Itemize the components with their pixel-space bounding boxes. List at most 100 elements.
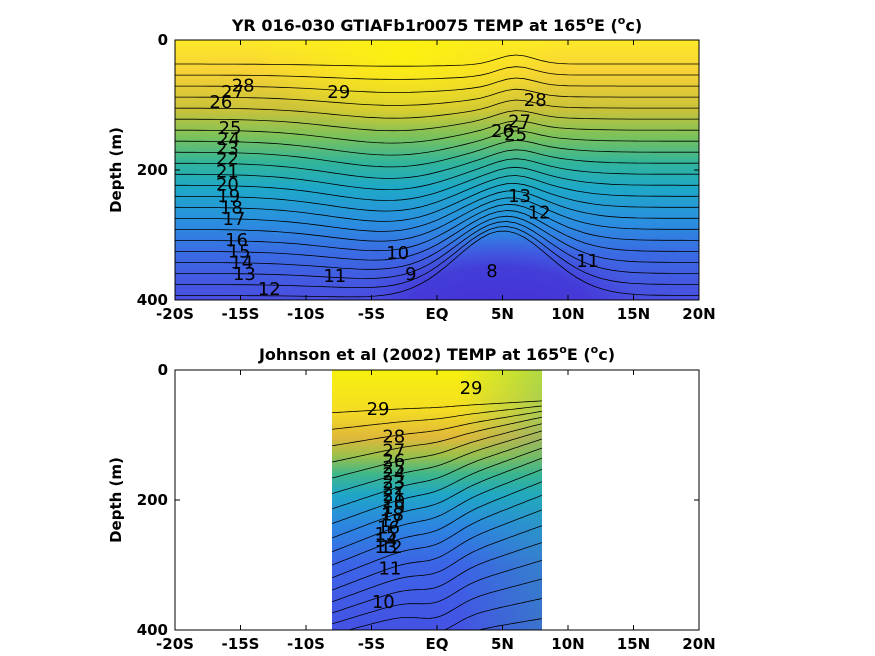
x-tick-label: 10N [551,635,584,653]
contour-line [332,410,542,447]
contour-label: 12 [380,537,403,558]
y-tick-label: 0 [158,31,168,49]
contour-line [175,166,699,201]
contour-line [332,481,542,566]
contour-label: 12 [258,279,281,300]
contour-label: 24 [217,129,240,150]
contour-line [332,457,542,539]
contour-label: 22 [382,478,405,499]
contour-label: 28 [232,76,255,97]
x-tick-label: 5N [491,635,514,653]
y-tick-label: 200 [137,161,168,179]
contour-line [332,405,542,430]
contour-label: 12 [528,202,551,223]
contour-label: 27 [221,82,244,103]
y-tick-label: 400 [137,291,168,309]
contour-label: 10 [386,243,409,264]
contour-line [332,509,542,591]
chart-title-bottom: Johnson et al (2002) TEMP at 165oE (oc) [258,343,615,364]
x-axis-bottom: -20S -15S -10S -5S EQ 5N 10N 15N 20N [156,370,716,653]
y-tick-label: 400 [137,621,168,639]
y-axis-bottom: 0 200 400 [137,361,699,639]
contour-line [332,416,542,463]
tilt-shade-bottom [332,370,542,630]
contour-line [175,197,699,242]
contour-label: 23 [382,472,405,493]
y-tick-label: 0 [158,361,168,379]
contour-line [332,400,542,414]
contour-label: 20 [382,491,405,512]
x-tick-label: 10N [551,305,584,323]
contour-lines-bottom [332,400,542,630]
contour-line [175,66,699,80]
contour-line [175,120,699,144]
x-tick-label: -10S [287,305,325,323]
y-axis-top: 0 200 400 [137,31,699,309]
contour-label: 14 [374,530,397,551]
contour-label: 11 [378,558,401,579]
contour-line [332,542,542,614]
x-tick-label: -20S [156,635,194,653]
contour-line [332,447,542,524]
contour-label: 25 [504,124,527,145]
contour-line [332,438,542,510]
contour-field-top [175,40,699,300]
contour-line [443,598,542,630]
contour-label: 13 [374,537,397,558]
contour-line [175,77,699,93]
contour-label: 18 [220,198,243,219]
x-tick-label: 15N [617,305,650,323]
contour-line [346,578,542,630]
contour-label: 25 [219,118,242,139]
contour-label: 29 [367,399,390,420]
contour-label: 15 [228,241,251,262]
contour-label: 17 [380,511,403,532]
contour-line [175,226,699,288]
contour-line [175,158,699,191]
contour-line [332,423,542,479]
contour-line [175,190,699,232]
contour-line [332,525,542,603]
contour-line [175,140,699,168]
contour-label: 24 [382,464,405,485]
contour-label: 19 [382,498,405,519]
contour-label: 27 [508,111,531,132]
contour-line [332,560,542,625]
contour-label: 13 [233,264,256,285]
contour-label: 9 [405,264,416,285]
contour-label: 13 [508,186,531,207]
contour-line [175,210,699,261]
contour-line [175,182,699,222]
contour-label: 29 [327,82,350,103]
contour-label: 27 [382,441,405,462]
contour-line [332,469,542,553]
cold-core-fill-top [175,40,699,300]
contour-label: 16 [377,517,400,538]
contour-label: 15 [374,524,397,545]
contour-lines-top [175,54,699,298]
contour-line [477,618,542,630]
x-tick-label: 15N [617,635,650,653]
contour-label: 26 [491,121,514,142]
contour-label: 19 [217,186,240,207]
contour-line [175,99,699,119]
contour-field-bottom [332,370,542,630]
x-tick-label: -15S [222,635,260,653]
x-tick-label: -5S [358,635,385,653]
contour-label: 28 [382,426,405,447]
contour-label: 26 [209,92,232,113]
contour-line [175,215,699,270]
contour-label: 10 [372,592,395,613]
y-axis-label-top: Depth (m) [107,127,125,213]
contour-line [175,110,699,132]
contour-label: 11 [323,266,346,287]
x-tick-label: 20N [682,635,715,653]
contour-label: 18 [381,504,404,525]
contour-label: 20 [216,174,239,195]
contour-label: 26 [382,450,405,471]
contour-label: 28 [524,90,547,111]
y-axis-label-bottom: Depth (m) [107,457,125,543]
contour-label: 11 [576,251,599,272]
